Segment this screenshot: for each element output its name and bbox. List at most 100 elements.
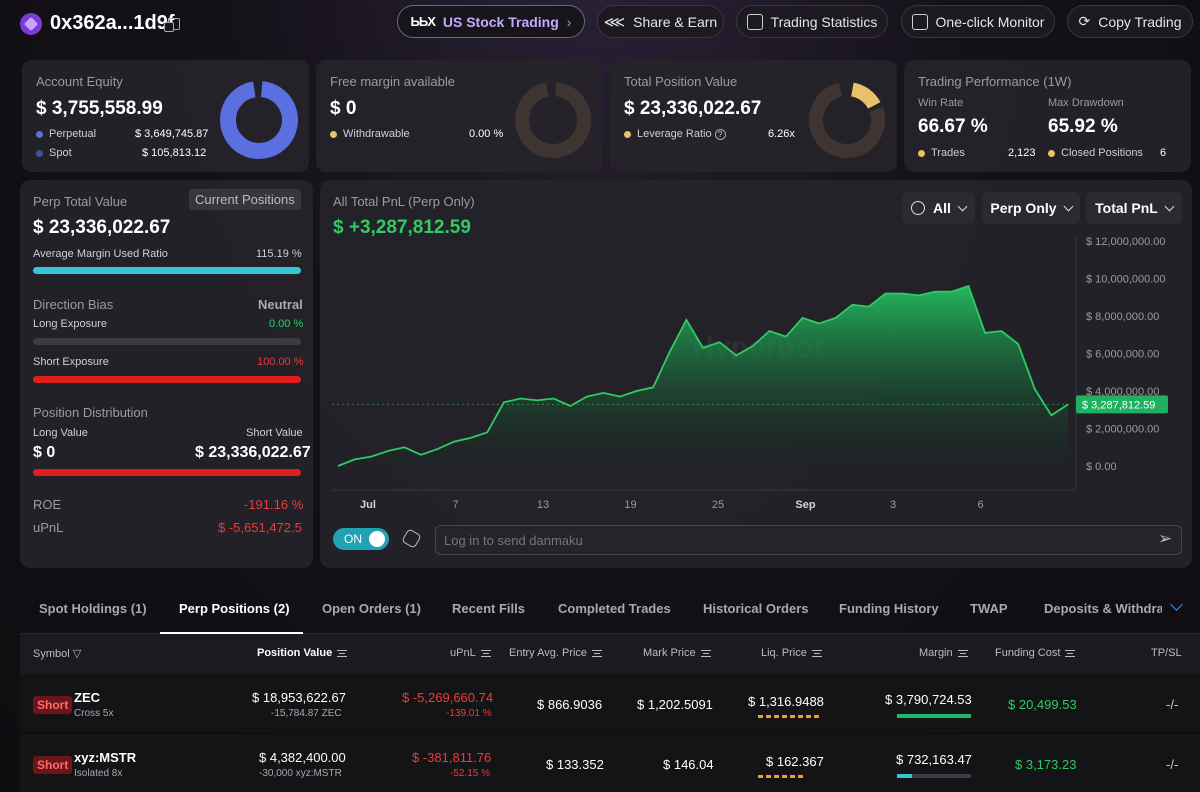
position-value-label: Total Position Value — [624, 74, 738, 89]
symbol[interactable]: xyz:MSTR — [74, 750, 137, 765]
copy-trading-button[interactable]: ⟳ Copy Trading — [1067, 5, 1193, 38]
time-filter-dropdown[interactable]: All — [902, 192, 975, 224]
sort-icon — [592, 649, 603, 657]
long-exposure-value: 0.00 % — [269, 318, 304, 330]
side-badge: Short — [33, 756, 73, 774]
table-row[interactable]: Short ZEC Cross 5x $ 18,953,622.67 -15,7… — [20, 674, 1200, 732]
short-exposure-value: 100.00 % — [257, 356, 304, 368]
spot-legend: Spot — [36, 147, 72, 159]
trading-performance-card: Trading Performance (1W) Win Rate 66.67 … — [904, 60, 1191, 172]
position-value-header[interactable]: Position Value — [257, 647, 348, 659]
distribution-bar — [33, 469, 301, 476]
position-value: $ 4,382,400.00 — [259, 750, 346, 765]
account-equity-card: Account Equity $ 3,755,558.99 Perpetual … — [22, 60, 309, 172]
direction-bias-label: Direction Bias — [33, 297, 114, 312]
long-exposure-label: Long Exposure — [33, 318, 107, 330]
position-size: -15,784.87 ZEC — [271, 708, 342, 719]
monitor-icon — [911, 13, 928, 30]
danmaku-input[interactable] — [444, 531, 1124, 550]
win-rate-value: 66.67 % — [918, 116, 988, 137]
tab-funding-history[interactable]: Funding History — [839, 601, 939, 616]
trading-statistics-button[interactable]: Trading Statistics — [736, 5, 888, 38]
wallet-avatar-icon — [20, 13, 42, 35]
y-tick-label: $ 0.00 — [1086, 461, 1117, 473]
y-tick-label: $ 12,000,000.00 — [1086, 236, 1166, 248]
mark-price: $ 146.04 — [663, 757, 714, 772]
one-click-monitor-button[interactable]: One-click Monitor — [901, 5, 1055, 38]
position-distribution-label: Position Distribution — [33, 405, 148, 420]
pnl-series-line — [337, 284, 1069, 467]
current-positions-tag: Current Positions — [189, 189, 301, 210]
sort-icon — [1065, 649, 1076, 657]
positions-table-header: Symbol ▽ Position Value uPnL Entry Avg. … — [20, 634, 1200, 674]
leverage-value: 6.26x — [768, 128, 795, 140]
top-bar: 0x362a...1d9f ЬЬΧ US Stock Trading › ⋘ S… — [0, 0, 1200, 48]
sort-icon — [480, 649, 491, 657]
us-stock-logo: ЬЬΧ — [410, 14, 436, 29]
mark-price-header[interactable]: Mark Price — [643, 647, 711, 659]
chevron-down-icon — [1164, 201, 1175, 211]
send-icon[interactable]: ➢ — [1158, 529, 1173, 548]
tab-completed-trades[interactable]: Completed Trades — [558, 601, 671, 616]
tab-open-orders[interactable]: Open Orders (1) — [322, 601, 421, 616]
trades-value: 2,123 — [1008, 147, 1036, 159]
upnl: $ -5,269,660.74 — [402, 690, 494, 705]
copy-icon[interactable] — [164, 18, 180, 32]
margin-ratio-value: 115.19 % — [256, 248, 302, 260]
info-icon: ? — [714, 129, 726, 140]
short-value: $ 23,336,022.67 — [195, 444, 311, 461]
entry-price: $ 133.352 — [546, 757, 604, 772]
symbol[interactable]: ZEC — [74, 690, 100, 705]
pnl-type-dropdown[interactable]: Total PnL — [1086, 192, 1182, 224]
x-tick-label: 6 — [977, 499, 983, 511]
share-earn-button[interactable]: ⋘ Share & Earn — [597, 5, 724, 38]
short-exposure-label: Short Exposure — [33, 356, 109, 368]
x-tick-label: 7 — [452, 499, 458, 511]
sort-icon — [337, 649, 348, 657]
tab-spot-holdings[interactable]: Spot Holdings (1) — [39, 601, 147, 616]
symbol-header[interactable]: Symbol ▽ — [33, 648, 82, 660]
liq-price-header[interactable]: Liq. Price — [761, 647, 822, 659]
margin-bar — [897, 714, 971, 718]
expand-tabs-chevron-icon[interactable] — [1170, 598, 1183, 611]
withdrawable-value: 0.00 % — [469, 128, 504, 140]
danmaku-toggle[interactable]: ON — [333, 528, 389, 550]
tab-deposits-withdraw[interactable]: Deposits & Withdraw — [1044, 601, 1162, 616]
tab-recent-fills[interactable]: Recent Fills — [452, 601, 525, 616]
y-tick-label: $ 8,000,000.00 — [1086, 311, 1159, 323]
margin-header[interactable]: Margin — [919, 647, 968, 659]
y-tick-label: $ 2,000,000.00 — [1086, 424, 1159, 436]
upnl-header[interactable]: uPnL — [450, 647, 491, 659]
tpsl[interactable]: -/- — [1166, 757, 1179, 772]
funding-cost-header[interactable]: Funding Cost — [995, 647, 1076, 659]
roe-value: -191.16 % — [244, 497, 304, 512]
settings-icon[interactable] — [401, 528, 422, 549]
tab-historical-orders[interactable]: Historical Orders — [703, 601, 809, 616]
danmaku-input-box: ➢ — [435, 525, 1182, 555]
x-tick-label: Sep — [795, 499, 815, 511]
x-tick-label: 19 — [624, 499, 636, 511]
funding-cost: $ 3,173.23 — [1015, 757, 1077, 772]
copy-trading-icon: ⟳ — [1078, 13, 1091, 29]
perpetual-value: $ 3,649,745.87 — [135, 128, 209, 140]
tab-perp-positions[interactable]: Perp Positions (2) — [179, 601, 290, 616]
tpsl[interactable]: -/- — [1166, 697, 1179, 712]
active-tab-underline — [160, 632, 303, 634]
upnl-label: uPnL — [33, 520, 64, 535]
free-margin-card: Free margin available $ 0 Withdrawable 0… — [316, 60, 603, 172]
sort-icon — [957, 649, 968, 657]
pnl-area-fill — [338, 286, 1068, 466]
performance-label: Trading Performance (1W) — [918, 74, 1072, 89]
tab-twap[interactable]: TWAP — [970, 601, 1008, 616]
us-stock-trading-button[interactable]: ЬЬΧ US Stock Trading › — [397, 5, 585, 38]
margin-mode: Isolated 8x — [74, 768, 123, 779]
free-margin-label: Free margin available — [330, 74, 456, 89]
short-exposure-bar — [33, 376, 301, 383]
account-equity-value: $ 3,755,558.99 — [36, 98, 163, 119]
margin-ratio-bar — [33, 267, 301, 274]
entry-price-header[interactable]: Entry Avg. Price — [509, 647, 603, 659]
wallet-address[interactable]: 0x362a...1d9f — [50, 12, 175, 34]
perp-filter-dropdown[interactable]: Perp Only — [982, 192, 1080, 224]
table-row[interactable]: Short xyz:MSTR Isolated 8x $ 4,382,400.0… — [20, 734, 1200, 792]
liq-price: $ 162.367 — [766, 754, 824, 769]
